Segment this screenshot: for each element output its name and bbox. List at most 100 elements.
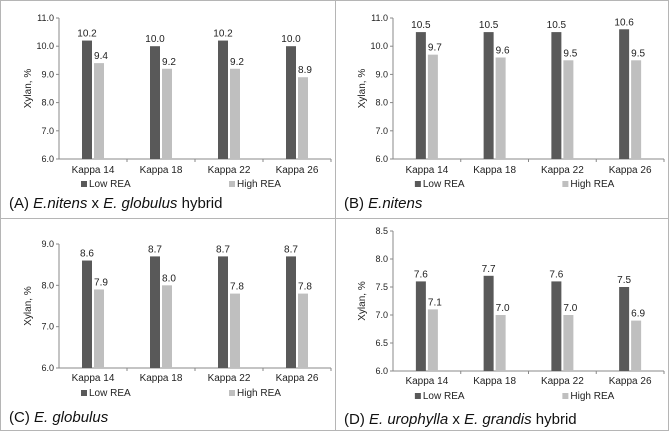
data-label-high-rea: 7.1 (428, 297, 442, 308)
data-label-high-rea: 9.2 (162, 57, 176, 68)
bar-low-rea (218, 40, 228, 160)
caption-text: (B) (344, 195, 369, 212)
data-label-high-rea: 7.0 (563, 303, 577, 314)
data-label-high-rea: 9.7 (428, 43, 442, 54)
y-tick-label: 7.5 (375, 282, 388, 292)
x-category-label: Kappa 26 (276, 373, 319, 384)
bar-low-rea (619, 29, 630, 160)
chart-c: 6.0 7.0 8.0 9.0 Xylan, % 8.6 7.9 Kappa 14 8.7 8.0… (23, 239, 332, 399)
bar-high-rea (94, 289, 104, 368)
caption-species: E.nitens (368, 195, 423, 212)
chart-d: 6.0 6.5 7.0 7.5 8.0 8.5 Xylan, % 7.6 7.1 Kappa 14… (357, 226, 665, 402)
legend-label-low-rea: Low REA (423, 391, 465, 402)
data-label-high-rea: 8.0 (162, 273, 176, 284)
caption-b: (B) E.nitens (344, 195, 422, 212)
data-label-low-rea: 10.0 (281, 34, 301, 45)
x-category-label: Kappa 22 (541, 165, 584, 176)
legend-swatch-high-rea (562, 181, 569, 187)
bar-low-rea (82, 40, 92, 160)
y-tick-label: 6.0 (41, 154, 54, 164)
data-label-high-rea: 7.8 (230, 282, 244, 293)
data-label-low-rea: 8.7 (216, 244, 230, 255)
data-label-low-rea: 8.6 (80, 249, 94, 260)
y-tick-label: 11.0 (37, 13, 54, 23)
data-label-low-rea: 10.6 (614, 17, 634, 28)
y-tick-label: 9.0 (375, 69, 388, 79)
y-tick-label: 10.0 (36, 41, 54, 51)
legend-swatch-low-rea (414, 393, 421, 399)
caption-text: (D) (344, 411, 369, 428)
bar-low-rea (286, 46, 296, 160)
caption-species: E.nitens (33, 195, 88, 212)
data-label-high-rea: 6.9 (631, 309, 645, 320)
bar-high-rea (631, 320, 642, 371)
bar-high-rea (94, 63, 104, 160)
caption-species: E. globulus (103, 195, 178, 212)
caption-text: hybrid (177, 195, 223, 212)
y-tick-label: 6.0 (41, 363, 54, 373)
legend-label-high-rea: High REA (570, 391, 614, 402)
bar-low-rea (415, 32, 426, 159)
y-tick-label: 6.0 (375, 154, 388, 164)
y-tick-label: 7.0 (41, 126, 54, 136)
x-category-label: Kappa 22 (208, 165, 251, 176)
x-category-label: Kappa 14 (405, 165, 448, 176)
data-label-low-rea: 10.2 (213, 29, 233, 40)
data-label-high-rea: 7.9 (94, 277, 108, 288)
y-tick-label: 7.0 (41, 322, 54, 332)
x-category-label: Kappa 26 (276, 165, 319, 176)
data-label-low-rea: 7.6 (549, 269, 563, 280)
legend-swatch-low-rea (414, 181, 421, 187)
bar-high-rea (162, 285, 172, 368)
caption-species: E. grandis (464, 411, 532, 428)
y-tick-label: 10.0 (370, 41, 388, 51)
data-label-high-rea: 9.4 (94, 51, 108, 62)
caption-species: E. globulus (34, 409, 109, 426)
bar-high-rea (230, 293, 240, 368)
bar-low-rea (218, 256, 228, 368)
y-axis-label: Xylan, % (357, 69, 368, 109)
legend-label-low-rea: Low REA (423, 179, 465, 190)
caption-text: (A) (9, 195, 34, 212)
data-label-low-rea: 8.7 (284, 244, 298, 255)
x-category-label: Kappa 14 (72, 165, 115, 176)
caption-text: (C) (9, 409, 34, 426)
bar-low-rea (483, 275, 494, 371)
panel-d: 6.0 6.5 7.0 7.5 8.0 8.5 Xylan, % 7.6 7.1 Kappa 14… (335, 218, 669, 431)
y-axis-label: Xylan, % (23, 69, 34, 109)
bar-low-rea (551, 32, 562, 159)
legend-swatch-high-rea (229, 390, 235, 396)
data-label-low-rea: 10.2 (77, 29, 97, 40)
x-category-label: Kappa 18 (140, 373, 183, 384)
panel-c: 6.0 7.0 8.0 9.0 Xylan, % 8.6 7.9 Kappa 14 8.7 8.0… (0, 218, 336, 431)
data-label-high-rea: 8.9 (298, 65, 312, 76)
caption-a: (A) E.nitens x E. globulus hybrid (9, 195, 222, 212)
data-label-high-rea: 9.5 (631, 48, 645, 59)
bar-high-rea (631, 60, 642, 159)
y-axis-label: Xylan, % (357, 281, 368, 321)
x-category-label: Kappa 18 (140, 165, 183, 176)
x-category-label: Kappa 22 (541, 376, 584, 387)
data-label-low-rea: 10.5 (479, 20, 499, 31)
bar-low-rea (150, 256, 160, 368)
y-tick-label: 9.0 (41, 239, 54, 249)
data-label-low-rea: 10.0 (145, 34, 165, 45)
x-category-label: Kappa 26 (609, 376, 652, 387)
legend-swatch-low-rea (81, 390, 87, 396)
y-tick-label: 8.0 (41, 280, 54, 290)
y-tick-label: 6.5 (375, 338, 388, 348)
chart-a: 6.0 7.0 8.0 9.0 10.0 11.0 Xylan, % 10.2 9.4 Kappa… (23, 13, 332, 190)
x-category-label: Kappa 18 (473, 165, 516, 176)
data-label-high-rea: 9.6 (496, 45, 510, 56)
y-tick-label: 6.0 (375, 366, 388, 376)
bar-high-rea (298, 77, 308, 159)
x-category-label: Kappa 22 (208, 373, 251, 384)
y-tick-label: 8.0 (375, 254, 388, 264)
caption-c: (C) E. globulus (9, 409, 108, 426)
bar-high-rea (495, 57, 506, 160)
panel-b: 6.0 7.0 8.0 9.0 10.0 11.0 Xylan, % 10.5 9.7 Kappa… (335, 0, 669, 219)
data-label-low-rea: 7.7 (482, 264, 496, 275)
bar-low-rea (82, 260, 92, 368)
bar-high-rea (230, 68, 240, 159)
bar-low-rea (150, 46, 160, 160)
